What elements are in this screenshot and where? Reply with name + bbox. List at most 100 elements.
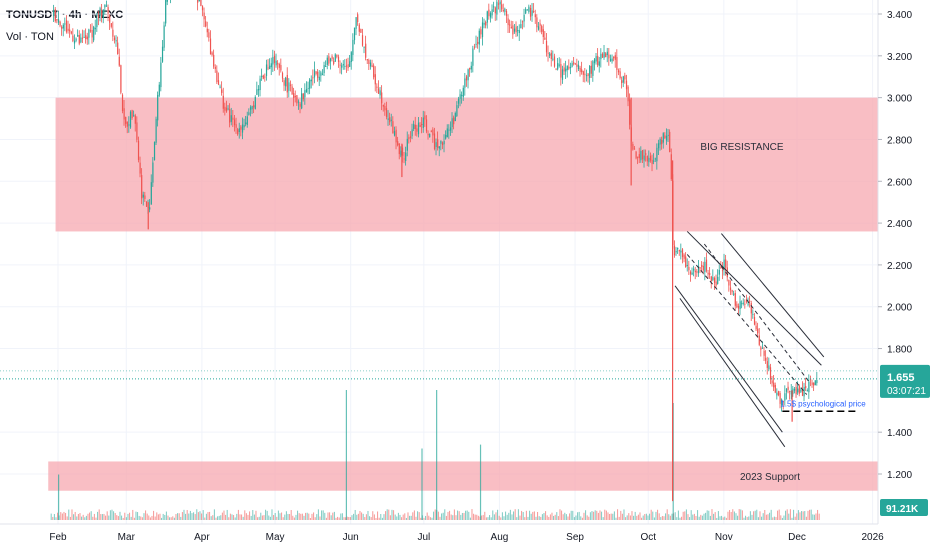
candle-body bbox=[622, 76, 624, 83]
candle-body bbox=[806, 390, 808, 392]
candle-body bbox=[808, 381, 810, 393]
volume-bar bbox=[60, 512, 62, 520]
volume-bar bbox=[50, 513, 52, 520]
volume-bar bbox=[164, 514, 166, 520]
candle-body bbox=[261, 75, 263, 77]
bar-countdown: 03:07:21 bbox=[887, 386, 926, 397]
volume-bar bbox=[810, 509, 812, 520]
volume-bar bbox=[178, 513, 180, 520]
volume-bar bbox=[665, 513, 667, 520]
candle-body bbox=[625, 80, 628, 90]
volume-bar bbox=[181, 512, 183, 520]
volume-bar bbox=[375, 517, 377, 520]
candle-body bbox=[661, 139, 663, 145]
y-tick-label: 1.800 bbox=[887, 345, 912, 356]
candle-body bbox=[229, 109, 231, 123]
candle-body bbox=[691, 272, 693, 275]
candle-body bbox=[723, 259, 725, 269]
volume-bar bbox=[482, 514, 484, 520]
volume-bar bbox=[666, 509, 668, 520]
volume-bar bbox=[377, 511, 379, 520]
volume-bar bbox=[407, 512, 409, 520]
volume-bar bbox=[161, 517, 163, 520]
volume-value: 91.21K bbox=[886, 504, 919, 515]
volume-bar bbox=[373, 514, 375, 520]
volume-bar bbox=[493, 514, 495, 520]
volume-bar bbox=[61, 513, 63, 520]
volume-bar bbox=[629, 515, 631, 520]
candle-body bbox=[153, 141, 156, 161]
volume-bar bbox=[716, 517, 718, 520]
candle-body bbox=[421, 123, 423, 126]
candle-body bbox=[105, 5, 108, 7]
time-axis[interactable]: Feb Mar Apr May Jun Jul Aug Sep Oct Nov Dec 2026 bbox=[0, 523, 884, 550]
x-tick-label: Jul bbox=[417, 532, 430, 543]
candle-body bbox=[601, 53, 604, 58]
volume-bar bbox=[362, 513, 364, 520]
candle-body bbox=[112, 29, 114, 37]
candle-body bbox=[157, 94, 159, 121]
volume-bar bbox=[570, 510, 572, 520]
candle-body bbox=[790, 391, 792, 395]
y-tick-label: 1.200 bbox=[887, 470, 912, 481]
volume-bar bbox=[281, 512, 283, 520]
candle-body bbox=[123, 108, 125, 120]
channel-line bbox=[679, 298, 786, 448]
candle-body bbox=[569, 67, 572, 69]
candle-body bbox=[134, 115, 136, 124]
candle-body bbox=[707, 272, 709, 275]
candle-body bbox=[361, 35, 364, 46]
candle-body bbox=[603, 51, 605, 58]
candle-body bbox=[777, 391, 780, 396]
candle-body bbox=[493, 6, 495, 8]
volume-bar bbox=[317, 509, 319, 520]
volume-bar bbox=[625, 517, 627, 520]
candle-body bbox=[379, 90, 381, 96]
candle-body bbox=[69, 29, 71, 32]
volume-bar bbox=[106, 511, 108, 520]
price-axis[interactable]: 3.400 3.200 3.000 2.800 2.600 2.400 2.200 2.000… bbox=[877, 0, 932, 550]
volume-bar bbox=[449, 510, 451, 520]
volume-bar bbox=[87, 513, 89, 520]
volume-bar bbox=[177, 513, 179, 520]
candle-body bbox=[238, 128, 240, 133]
x-tick-label: May bbox=[266, 532, 285, 543]
candle-body bbox=[307, 87, 309, 89]
volume-bar bbox=[353, 513, 355, 520]
volume-bar bbox=[721, 515, 723, 520]
volume-bar bbox=[415, 516, 417, 520]
candle-body bbox=[645, 153, 647, 155]
candle-body bbox=[225, 107, 228, 112]
volume-bar bbox=[175, 514, 177, 520]
candle-body bbox=[96, 18, 98, 28]
volume-bar bbox=[738, 509, 740, 520]
volume-bar bbox=[772, 517, 774, 520]
candle-body bbox=[240, 126, 242, 130]
volume-bar bbox=[545, 511, 547, 520]
volume-bar bbox=[469, 517, 471, 520]
volume-bar bbox=[207, 512, 209, 520]
volume-bar bbox=[682, 511, 684, 520]
volume-bar bbox=[215, 517, 217, 520]
candle-body bbox=[352, 39, 354, 55]
volume-bar bbox=[437, 511, 439, 520]
volume-bar bbox=[71, 509, 73, 520]
volume-bar bbox=[114, 513, 116, 520]
volume-bar bbox=[276, 516, 278, 520]
volume-bar bbox=[753, 511, 755, 520]
volume-bar bbox=[433, 511, 435, 520]
candle-body bbox=[246, 116, 248, 125]
candle-body bbox=[425, 119, 428, 132]
volume-bar bbox=[335, 517, 337, 520]
volume-bar bbox=[193, 512, 195, 520]
candle-body bbox=[408, 137, 410, 140]
candle-body bbox=[627, 86, 629, 102]
volume-bar bbox=[234, 517, 236, 520]
candle-body bbox=[657, 143, 660, 149]
volume-bar bbox=[789, 509, 791, 520]
volume-bar bbox=[569, 513, 571, 520]
volume-bar bbox=[426, 512, 428, 520]
candle-body bbox=[80, 37, 82, 43]
volume-bar bbox=[148, 515, 150, 520]
